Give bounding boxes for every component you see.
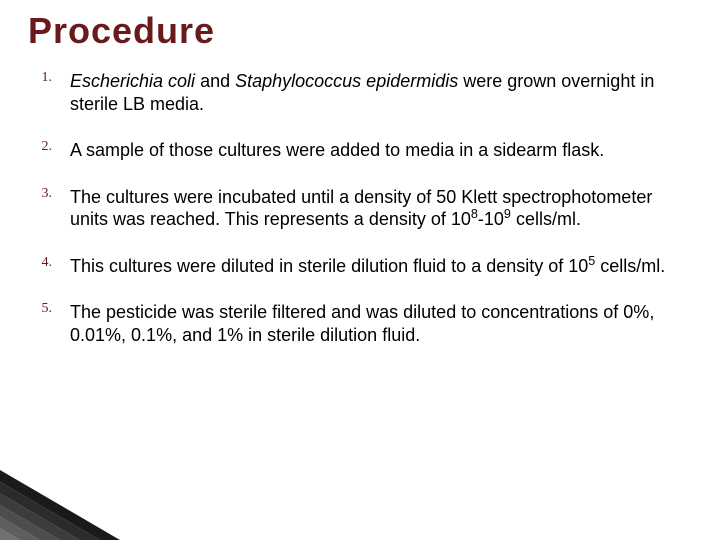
list-item-number: 2. xyxy=(0,139,70,155)
list-item-number: 4. xyxy=(0,255,70,271)
list-item-number: 3. xyxy=(0,186,70,202)
list-item-body: The pesticide was sterile filtered and w… xyxy=(70,301,670,346)
list-item: 5.The pesticide was sterile filtered and… xyxy=(0,301,670,346)
list-item: 1.Escherichia coli and Staphylococcus ep… xyxy=(0,70,670,115)
list-item-number: 1. xyxy=(0,70,70,86)
list-item: 3.The cultures were incubated until a de… xyxy=(0,186,670,231)
list-item: 4.This cultures were diluted in sterile … xyxy=(0,255,670,278)
corner-decoration xyxy=(0,470,120,540)
list-item-body: Escherichia coli and Staphylococcus epid… xyxy=(70,70,670,115)
list-item: 2.A sample of those cultures were added … xyxy=(0,139,670,162)
list-item-body: The cultures were incubated until a dens… xyxy=(70,186,670,231)
procedure-list: 1.Escherichia coli and Staphylococcus ep… xyxy=(0,70,720,346)
page-title: Procedure xyxy=(0,0,720,70)
list-item-number: 5. xyxy=(0,301,70,317)
list-item-body: A sample of those cultures were added to… xyxy=(70,139,670,162)
list-item-body: This cultures were diluted in sterile di… xyxy=(70,255,670,278)
